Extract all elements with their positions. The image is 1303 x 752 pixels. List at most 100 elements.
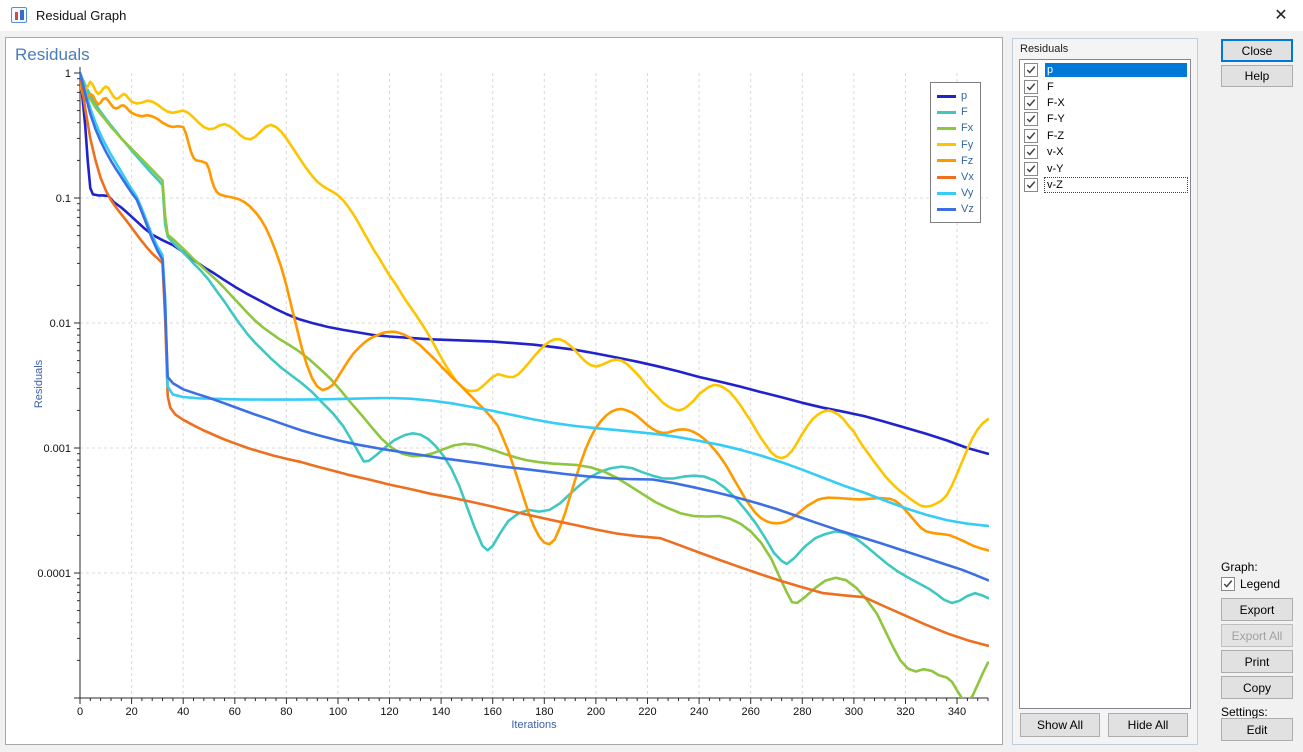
- svg-text:120: 120: [380, 706, 398, 718]
- legend-label: Fz: [961, 154, 974, 167]
- svg-text:100: 100: [329, 706, 347, 718]
- legend-checkbox-row[interactable]: Legend: [1221, 577, 1280, 591]
- svg-text:0: 0: [77, 706, 83, 718]
- series-Vz: [80, 71, 989, 582]
- check-icon: [1026, 115, 1036, 123]
- check-icon: [1026, 66, 1036, 74]
- svg-text:160: 160: [484, 706, 502, 718]
- series-Fz: [80, 82, 989, 552]
- svg-text:1: 1: [65, 68, 71, 80]
- list-item-v-Y[interactable]: v-Y: [1020, 160, 1190, 176]
- close-button[interactable]: Close: [1221, 39, 1293, 62]
- legend-label: Vx: [961, 171, 974, 184]
- svg-text:40: 40: [177, 706, 189, 718]
- list-item-p[interactable]: p: [1020, 62, 1190, 78]
- svg-text:260: 260: [742, 706, 760, 718]
- check-icon: [1026, 131, 1036, 140]
- svg-text:200: 200: [587, 706, 605, 718]
- list-item-F-Z[interactable]: F-Z: [1020, 128, 1190, 144]
- legend-checkbox-label: Legend: [1240, 577, 1281, 591]
- item-checkbox[interactable]: [1024, 128, 1038, 143]
- legend-label: p: [961, 90, 968, 103]
- list-item-F-X[interactable]: F-X: [1020, 95, 1190, 111]
- list-item-F[interactable]: F: [1020, 78, 1190, 94]
- series-Fy: [80, 76, 989, 508]
- copy-button[interactable]: Copy: [1221, 676, 1293, 699]
- item-label[interactable]: v-Z: [1044, 176, 1188, 193]
- svg-text:140: 140: [432, 706, 450, 718]
- title-bar: Residual Graph ✕: [0, 0, 1303, 31]
- series-p: [80, 71, 989, 456]
- app-icon: [11, 7, 27, 23]
- svg-text:20: 20: [125, 706, 137, 718]
- legend-item-p: p: [937, 88, 977, 104]
- item-label[interactable]: F: [1047, 80, 1054, 93]
- item-label[interactable]: F-Y: [1047, 113, 1065, 126]
- check-icon: [1026, 82, 1036, 91]
- item-label[interactable]: F-X: [1047, 96, 1065, 109]
- legend-swatch-Fx: [937, 126, 956, 130]
- legend-item-Fy: Fy: [937, 137, 977, 153]
- item-label[interactable]: v-X: [1047, 146, 1064, 159]
- legend-item-Vz: Vz: [937, 201, 977, 217]
- legend-checkbox[interactable]: [1221, 577, 1235, 591]
- svg-text:80: 80: [280, 706, 292, 718]
- svg-text:0.01: 0.01: [50, 318, 71, 330]
- legend-swatch-Vy: [937, 191, 956, 195]
- window-close-icon[interactable]: ✕: [1274, 7, 1288, 24]
- item-checkbox[interactable]: [1024, 177, 1038, 192]
- svg-text:180: 180: [535, 706, 553, 718]
- svg-text:300: 300: [845, 706, 863, 718]
- legend-label: F: [961, 106, 968, 119]
- series-Fx: [80, 71, 989, 698]
- item-checkbox[interactable]: [1024, 112, 1038, 127]
- item-label[interactable]: v-Y: [1047, 162, 1064, 175]
- svg-text:0.0001: 0.0001: [37, 568, 71, 580]
- list-item-v-Z[interactable]: v-Z: [1020, 176, 1190, 193]
- svg-text:320: 320: [896, 706, 914, 718]
- check-icon: [1026, 148, 1036, 156]
- x-axis-label: Iterations: [511, 719, 557, 731]
- item-checkbox[interactable]: [1024, 79, 1038, 94]
- check-icon: [1223, 580, 1233, 588]
- item-checkbox[interactable]: [1024, 95, 1038, 110]
- item-checkbox[interactable]: [1024, 161, 1038, 176]
- list-item-v-X[interactable]: v-X: [1020, 144, 1190, 160]
- svg-text:0.1: 0.1: [56, 193, 71, 205]
- chart-title: Residuals: [15, 45, 90, 64]
- legend-swatch-Vz: [937, 207, 956, 211]
- graph-section-label: Graph:: [1221, 560, 1258, 574]
- svg-text:60: 60: [229, 706, 241, 718]
- residuals-group-title: Residuals: [1020, 43, 1069, 55]
- legend-label: Fy: [961, 138, 974, 151]
- export-button[interactable]: Export: [1221, 598, 1293, 621]
- item-checkbox[interactable]: [1024, 63, 1038, 78]
- check-icon: [1026, 99, 1036, 107]
- legend-item-Fz: Fz: [937, 153, 977, 169]
- series-Vy: [80, 71, 989, 528]
- export-all-button[interactable]: Export All: [1221, 624, 1293, 647]
- help-button[interactable]: Help: [1221, 65, 1293, 87]
- y-axis-label: Residuals: [33, 359, 45, 409]
- series-F: [80, 71, 989, 605]
- item-label[interactable]: p: [1045, 63, 1187, 78]
- residuals-list[interactable]: p F F-X F-Y F-Z v-X v-Y v-Z: [1019, 59, 1191, 709]
- svg-text:340: 340: [948, 706, 966, 718]
- show-all-button[interactable]: Show All: [1020, 713, 1100, 737]
- check-icon: [1026, 181, 1036, 189]
- item-label[interactable]: F-Z: [1047, 129, 1065, 142]
- svg-text:0.001: 0.001: [43, 443, 71, 455]
- chart-legend: p F Fx Fy Fz Vx Vy Vz: [930, 82, 981, 223]
- hide-all-button[interactable]: Hide All: [1108, 713, 1188, 737]
- edit-button[interactable]: Edit: [1221, 718, 1293, 741]
- list-item-F-Y[interactable]: F-Y: [1020, 111, 1190, 127]
- legend-item-Vx: Vx: [937, 169, 977, 185]
- legend-swatch-Vx: [937, 175, 956, 179]
- series-Vx: [80, 71, 989, 648]
- legend-swatch-Fy: [937, 143, 956, 147]
- residual-chart: 1 0.1 0.01 0.001 0.0001 0 20 40 60 80 100 120 140 160…: [37, 67, 989, 718]
- residuals-group-panel: Residuals p F F-X F-Y F-Z v-X v-Y v-Z Show All …: [1012, 38, 1198, 745]
- item-checkbox[interactable]: [1024, 145, 1038, 160]
- legend-label: Fx: [961, 122, 974, 135]
- print-button[interactable]: Print: [1221, 650, 1293, 673]
